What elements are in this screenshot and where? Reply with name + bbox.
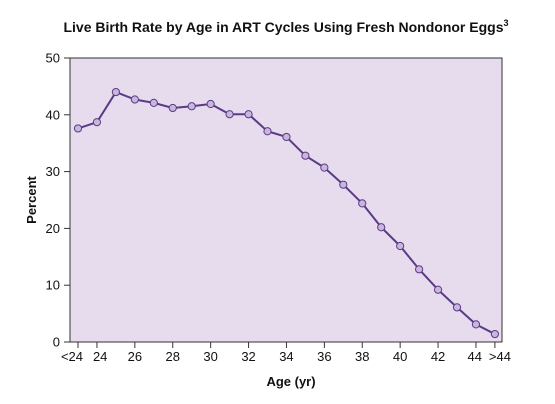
data-point [206, 99, 215, 109]
chart-title: Live Birth Rate by Age in ART Cycles Usi… [63, 18, 508, 35]
data-point [471, 320, 481, 329]
x-axis-label: Age (yr) [266, 374, 315, 389]
data-point [168, 103, 177, 113]
data-point [149, 98, 158, 107]
data-point [358, 199, 367, 208]
data-point [433, 285, 443, 294]
x-tick-label: 42 [431, 349, 445, 364]
data-point [452, 303, 462, 312]
data-point [73, 124, 83, 133]
data-point [282, 132, 291, 142]
data-point [92, 118, 102, 127]
data-point [320, 163, 329, 172]
data-point [339, 180, 348, 189]
x-tick-label: 32 [241, 349, 255, 364]
x-tick-label: <24 [61, 349, 83, 364]
x-tick-label: 34 [279, 349, 293, 364]
data-point [377, 223, 386, 232]
x-tick-label: >44 [489, 349, 511, 364]
x-tick-label: 24 [93, 349, 107, 364]
y-tick-label: 0 [53, 335, 60, 350]
x-tick-label: 38 [355, 349, 369, 364]
y-tick-label: 30 [46, 164, 60, 179]
y-tick-label: 10 [46, 278, 60, 293]
x-tick-label: 26 [128, 349, 142, 364]
data-point [111, 87, 121, 97]
data-point [396, 241, 405, 251]
data-point [415, 265, 424, 274]
x-tick-label: 44 [467, 349, 481, 364]
x-tick-label: 30 [203, 349, 217, 364]
y-axis: 0 10 20 30 40 50 [46, 51, 70, 350]
x-axis: <24 24 26 28 30 32 34 36 38 40 42 44 >44 [61, 342, 511, 364]
data-point [187, 102, 196, 111]
data-point [130, 95, 139, 104]
y-axis-label: Percent [24, 175, 39, 223]
y-tick-label: 40 [46, 107, 60, 122]
x-tick-label: 28 [166, 349, 180, 364]
y-tick-label: 50 [46, 51, 60, 66]
data-point [225, 110, 234, 119]
y-tick-label: 20 [46, 221, 60, 236]
data-point [263, 127, 272, 136]
data-point [490, 329, 499, 339]
x-tick-label: 40 [393, 349, 407, 364]
data-point [244, 110, 253, 119]
plot-area [69, 57, 503, 343]
data-points [73, 87, 499, 339]
x-tick-label: 36 [317, 349, 331, 364]
data-point [301, 151, 310, 160]
